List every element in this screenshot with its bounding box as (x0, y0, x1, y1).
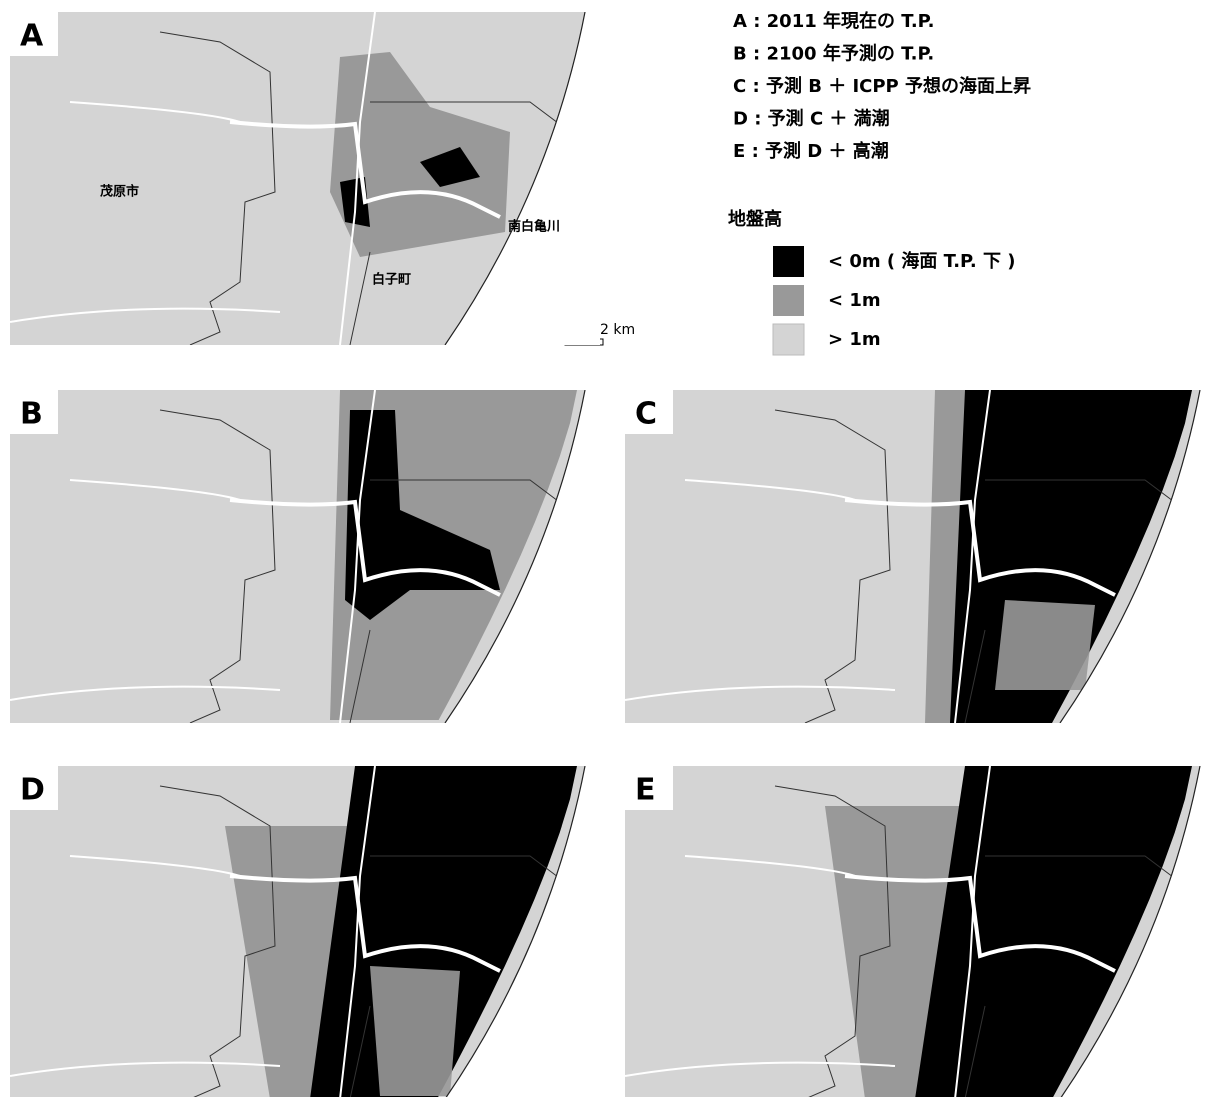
panel-letter: D (20, 773, 45, 808)
map-panel: C (625, 390, 1209, 723)
map-panel: B (10, 390, 600, 723)
legend-label: > 1m (828, 329, 881, 350)
scenario-text: A : 2011 年現在の T.P. (733, 10, 934, 32)
legend-swatch (773, 246, 804, 277)
panel-letter: C (635, 397, 657, 432)
panel-letter: B (20, 397, 43, 432)
panel-letter: E (635, 773, 656, 808)
map-panel: E (625, 766, 1209, 1097)
low-zone (995, 600, 1095, 690)
legend-label: < 0m ( 海面 T.P. 下 ) (828, 250, 1016, 272)
legend-label: < 1m (828, 290, 881, 311)
scenario-text: E : 予測 D ＋ 高潮 (733, 140, 889, 162)
place-label: 白子町 (372, 272, 411, 288)
scenario-text: C : 予測 B ＋ ICPP 予想の海面上昇 (733, 75, 1031, 97)
place-label: 南白亀川 (508, 219, 560, 235)
figure: 地盤高 A : 2011 年現在の T.P. B : 2100 年予測の T.P.… (0, 0, 1209, 1097)
page: 地盤高 A : 2011 年現在の T.P. B : 2100 年予測の T.P.… (0, 0, 1209, 1097)
legend-swatch (773, 285, 804, 316)
panel-letter: A (20, 19, 44, 54)
legend-swatch (773, 324, 804, 355)
legend-title: 地盤高 (728, 208, 782, 230)
map-panel: D (10, 766, 600, 1097)
scale-end: 2 km (600, 322, 635, 338)
scenario-text: B : 2100 年予測の T.P. (733, 43, 934, 65)
low-zone (370, 966, 460, 1096)
legend: 地盤高 A : 2011 年現在の T.P. B : 2100 年予測の T.P.… (728, 10, 1031, 355)
scenario-text: D : 予測 C ＋ 満潮 (733, 108, 890, 130)
place-label: 茂原市 (100, 184, 139, 200)
